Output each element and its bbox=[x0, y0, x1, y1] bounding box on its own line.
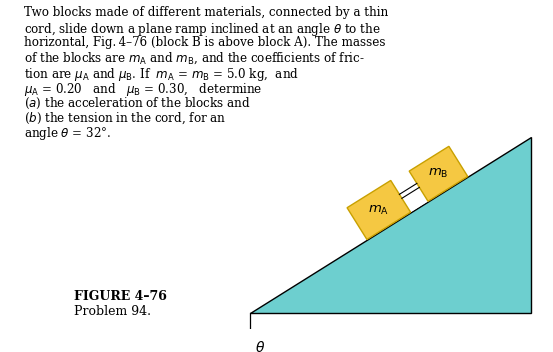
Text: $m_\mathrm{A}$: $m_\mathrm{A}$ bbox=[368, 203, 389, 216]
Text: of the blocks are $m_\mathrm{A}$ and $m_\mathrm{B}$, and the coefficients of fri: of the blocks are $m_\mathrm{A}$ and $m_… bbox=[24, 51, 365, 66]
Text: ($a$) the acceleration of the blocks and: ($a$) the acceleration of the blocks and bbox=[24, 95, 251, 111]
Text: tion are $\mu_\mathrm{A}$ and $\mu_\mathrm{B}$. If  $m_\mathrm{A}$ = $m_\mathrm{: tion are $\mu_\mathrm{A}$ and $\mu_\math… bbox=[24, 65, 299, 82]
Text: $\theta$: $\theta$ bbox=[255, 340, 265, 352]
Text: Problem 94.: Problem 94. bbox=[74, 305, 151, 318]
Polygon shape bbox=[250, 137, 531, 313]
Text: $\mu_\mathrm{A}$ = 0.20   and   $\mu_\mathrm{B}$ = 0.30,   determine: $\mu_\mathrm{A}$ = 0.20 and $\mu_\mathrm… bbox=[24, 81, 263, 98]
Text: ($b$) the tension in the cord, for an: ($b$) the tension in the cord, for an bbox=[24, 111, 227, 126]
Polygon shape bbox=[409, 146, 468, 201]
Text: FIGURE 4–76: FIGURE 4–76 bbox=[74, 290, 166, 303]
Text: angle $\theta$ = 32°.: angle $\theta$ = 32°. bbox=[24, 125, 112, 143]
Text: Two blocks made of different materials, connected by a thin: Two blocks made of different materials, … bbox=[24, 6, 388, 19]
Text: $m_\mathrm{B}$: $m_\mathrm{B}$ bbox=[428, 167, 448, 180]
Text: cord, slide down a plane ramp inclined at an angle $\theta$ to the: cord, slide down a plane ramp inclined a… bbox=[24, 21, 381, 38]
Polygon shape bbox=[391, 170, 428, 212]
Text: horizontal, Fig. 4–76 (block B is above block A). The masses: horizontal, Fig. 4–76 (block B is above … bbox=[24, 36, 386, 49]
Polygon shape bbox=[347, 181, 410, 239]
